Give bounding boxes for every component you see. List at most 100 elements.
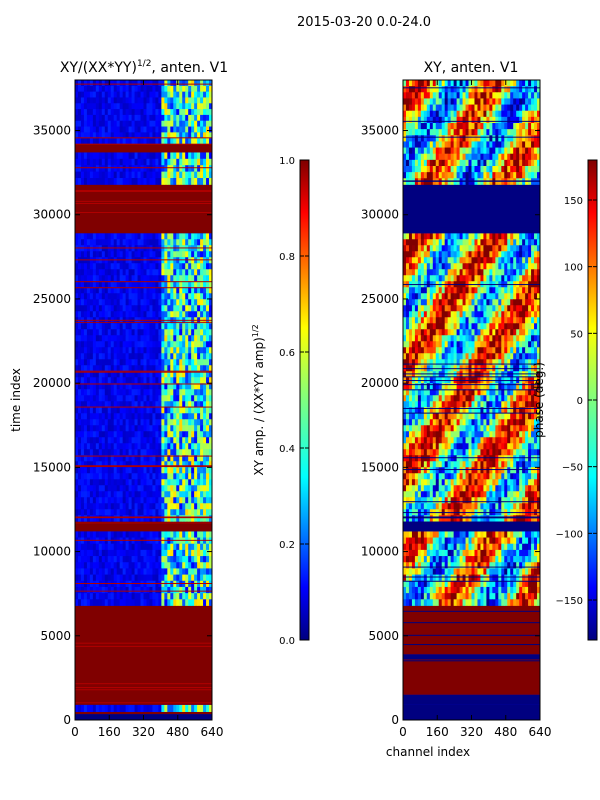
heatmap-cell (164, 359, 168, 366)
heatmap-cell (453, 263, 458, 270)
heatmap-cell (113, 455, 118, 462)
heatmap-cell (426, 580, 431, 588)
heatmap-cell (122, 103, 127, 110)
heatmap-cell (486, 287, 490, 294)
heatmap-cell (89, 562, 94, 569)
heatmap-cell (486, 574, 490, 582)
heatmap-cell (179, 335, 183, 342)
heatmap-cell (209, 497, 212, 504)
heatmap-cell (206, 109, 210, 116)
heatmap-cell (161, 239, 165, 246)
heatmap-cell (206, 165, 210, 173)
heatmap-cell (173, 586, 177, 594)
heatmap-cell (122, 479, 127, 486)
heatmap-cell (403, 599, 407, 606)
heatmap-cell (170, 407, 174, 414)
heatmap-cell (525, 537, 529, 545)
heatmap-cell (119, 233, 124, 240)
heatmap-cell (480, 531, 484, 538)
heatmap-cell (507, 562, 511, 569)
heatmap-cell (432, 299, 437, 306)
heatmap-cell (185, 377, 189, 384)
heatmap-cell (158, 371, 162, 378)
heatmap-cell (531, 275, 535, 282)
heatmap-cell (176, 568, 180, 575)
heatmap-cell (107, 377, 112, 384)
heatmap-cell (441, 323, 446, 330)
heatmap-cell (194, 103, 198, 110)
heatmap-region (403, 659, 540, 695)
heatmap-cell (468, 549, 472, 557)
heatmap-cell (492, 599, 496, 606)
heatmap-cell (116, 323, 121, 330)
heatmap-cell (513, 586, 517, 594)
heatmap-cell (116, 120, 121, 127)
heatmap-cell (77, 347, 82, 354)
heatmap-cell (134, 239, 138, 246)
heatmap-cell (161, 479, 165, 486)
heatmap-cell (131, 287, 135, 294)
heatmap-cell (525, 580, 529, 588)
heatmap-cell (191, 239, 195, 246)
heatmap-cell (513, 305, 517, 312)
heatmap-cell (149, 509, 153, 516)
heatmap-cell (92, 549, 97, 557)
heatmap-cell (209, 549, 212, 557)
heatmap-cell (80, 347, 85, 354)
heatmap-cell (510, 599, 514, 606)
heatmap-cell (89, 497, 94, 504)
heatmap-cell (80, 437, 85, 444)
heatmap-cell (134, 586, 138, 594)
heatmap-cell (131, 704, 135, 712)
heatmap-cell (191, 443, 195, 450)
heatmap-cell (483, 299, 487, 306)
heatmap-cell (465, 305, 469, 312)
heatmap-cell (504, 549, 508, 557)
heatmap-cell (423, 568, 428, 575)
heatmap-cell (426, 245, 431, 252)
heatmap-cell (453, 586, 458, 594)
heatmap-cell (119, 103, 124, 110)
heatmap-cell (167, 531, 171, 538)
heatmap-cell (203, 473, 207, 480)
heatmap-cell (125, 562, 130, 569)
heatmap-cell (432, 556, 437, 563)
heatmap-cell (134, 467, 138, 474)
heatmap-cell (128, 509, 132, 516)
heatmap-cell (116, 347, 121, 354)
heatmap-cell (176, 599, 180, 606)
heatmap-cell (113, 165, 118, 173)
heatmap-cell (158, 269, 162, 276)
heatmap-cell (489, 239, 493, 246)
heatmap-cell (134, 287, 138, 294)
heatmap-cell (110, 103, 115, 110)
heatmap-cell (182, 531, 186, 538)
heatmap-cell (435, 287, 440, 294)
heatmap-cell (164, 257, 168, 264)
heatmap-cell (209, 503, 212, 510)
heatmap-cell (182, 281, 186, 288)
heatmap-cell (140, 599, 144, 606)
heatmap-cell (155, 531, 159, 538)
heatmap-cell (405, 245, 410, 252)
heatmap-cell (152, 347, 156, 354)
heatmap-cell (471, 568, 475, 575)
heatmap-cell (507, 574, 511, 582)
heatmap-cell (203, 461, 207, 468)
heatmap-cell (182, 233, 186, 240)
heatmap-cell (134, 233, 138, 240)
heatmap-cell (492, 287, 496, 294)
heatmap-cell (125, 281, 130, 288)
heatmap-cell (98, 287, 103, 294)
heatmap-cell (200, 251, 204, 258)
heatmap-cell (113, 152, 118, 160)
heatmap-cell (83, 80, 88, 87)
heatmap-cell (149, 377, 153, 384)
heatmap-cell (122, 599, 127, 606)
heatmap-cell (173, 299, 177, 306)
heatmap-cell (408, 299, 413, 306)
heatmap-cell (101, 353, 106, 360)
heatmap-cell (498, 257, 502, 264)
heatmap-cell (173, 245, 177, 252)
heatmap-cell (176, 269, 180, 276)
